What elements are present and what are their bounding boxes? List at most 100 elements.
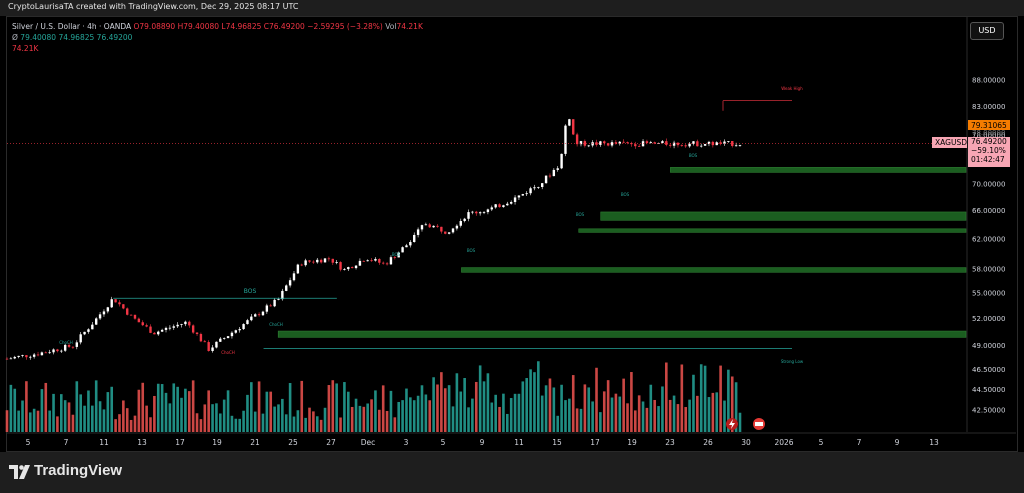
legend-line-2: Ø 79.40080 74.96825 76.49200 (12, 33, 132, 42)
volume-bar (711, 392, 715, 432)
volume-bar (203, 404, 207, 432)
y-tick-label: 52.00000 (972, 315, 1005, 323)
volume-bar (261, 413, 265, 432)
volume-bar (486, 373, 490, 432)
volume-bar (649, 384, 653, 432)
legend-high: H79.40080 (177, 22, 220, 31)
candle-body (316, 259, 319, 263)
candle-body (738, 145, 742, 146)
x-tick-label: 26 (703, 438, 713, 447)
x-tick-label: 25 (288, 438, 298, 447)
candle-body (122, 304, 125, 309)
candle-body (606, 143, 610, 146)
candle-body (126, 308, 129, 315)
x-tick-label: 13 (929, 438, 939, 447)
x-tick-label: 21 (250, 438, 260, 447)
high-price-tag-text: 79.31065 (971, 121, 1007, 130)
candle-body (83, 331, 86, 335)
candle-body (180, 324, 183, 325)
candle-body (145, 325, 148, 327)
candle-body (203, 341, 206, 343)
y-tick-label: 88.00000 (972, 77, 1005, 85)
candle-body (114, 299, 117, 303)
volume-bar (529, 369, 532, 432)
volume-bar (362, 406, 366, 432)
demand-zone (277, 330, 967, 338)
legend-indicator-icon[interactable]: Ø (12, 33, 18, 42)
chart-annotation: BOS (467, 248, 476, 253)
price-axis (967, 17, 1017, 451)
volume-bar (537, 361, 540, 432)
candle-body (40, 352, 44, 356)
volume-bar (265, 391, 269, 432)
candle-body (56, 349, 59, 352)
candle-body (254, 314, 257, 317)
volume-bar (292, 416, 296, 432)
candle-body (288, 280, 292, 286)
legend-symbol[interactable]: Silver / U.S. Dollar · 4h · OANDA (12, 22, 132, 31)
candle-body (9, 358, 13, 360)
candle-body (572, 119, 575, 135)
volume-bar (168, 403, 172, 432)
candle-body (230, 332, 234, 337)
volume-bar (494, 394, 497, 432)
volume-bar (618, 396, 622, 432)
candle-body (618, 141, 621, 144)
candle-body (246, 320, 249, 325)
volume-bar (59, 394, 63, 432)
volume-bar (106, 392, 110, 432)
candle-body (300, 264, 303, 266)
x-tick-label: 5 (26, 438, 31, 447)
chart-annotation: ChoCH (269, 322, 283, 327)
volume-bar (129, 419, 133, 432)
x-tick-label: 3 (404, 438, 409, 447)
tradingview-brand[interactable]: TradingView (34, 462, 123, 479)
candle-body (257, 314, 261, 316)
x-tick-label: 19 (627, 438, 637, 447)
volume-bar (354, 398, 358, 432)
volume-bar (257, 381, 261, 432)
current-price-tag-text: 01:42:47 (971, 155, 1005, 164)
candle-body (133, 314, 137, 319)
candle-body (564, 125, 567, 154)
candle-body (374, 258, 377, 261)
candle-body (657, 142, 660, 144)
candle-body (688, 143, 691, 147)
candle-body (110, 299, 113, 308)
volume-bar (327, 385, 331, 432)
volume-bar (490, 402, 494, 432)
candle-body (482, 212, 486, 213)
currency-button[interactable]: USD (970, 22, 1004, 40)
volume-bar (680, 364, 684, 432)
volume-bar (668, 399, 672, 432)
tradingview-logo-icon[interactable] (9, 463, 31, 481)
volume-bar (665, 362, 668, 432)
chart-annotation: BOS (392, 252, 401, 257)
candle-body (67, 344, 71, 347)
volume-bar (645, 407, 649, 432)
volume-bar (525, 378, 528, 432)
volume-bar (145, 405, 148, 432)
volume-bar (378, 409, 381, 432)
volume-bar (346, 391, 350, 432)
volume-bar (583, 384, 587, 432)
volume-bar (296, 410, 300, 432)
y-tick-label: 55.00000 (972, 290, 1005, 298)
volume-bar (184, 388, 187, 432)
volume-bar (40, 389, 44, 432)
volume-bar (381, 385, 385, 432)
demand-zone (600, 211, 967, 221)
volume-bar (5, 410, 9, 432)
candle-body (463, 218, 466, 222)
candle-body (327, 258, 331, 260)
volume-bar (568, 398, 571, 432)
candle-body (75, 342, 79, 347)
chart-annotation: BOS (576, 212, 585, 217)
candle-body (599, 141, 602, 145)
volume-bar (513, 393, 517, 432)
volume-bar (222, 399, 226, 432)
volume-bar (374, 390, 377, 432)
volume-bar (215, 403, 218, 432)
candle-body (226, 336, 230, 339)
